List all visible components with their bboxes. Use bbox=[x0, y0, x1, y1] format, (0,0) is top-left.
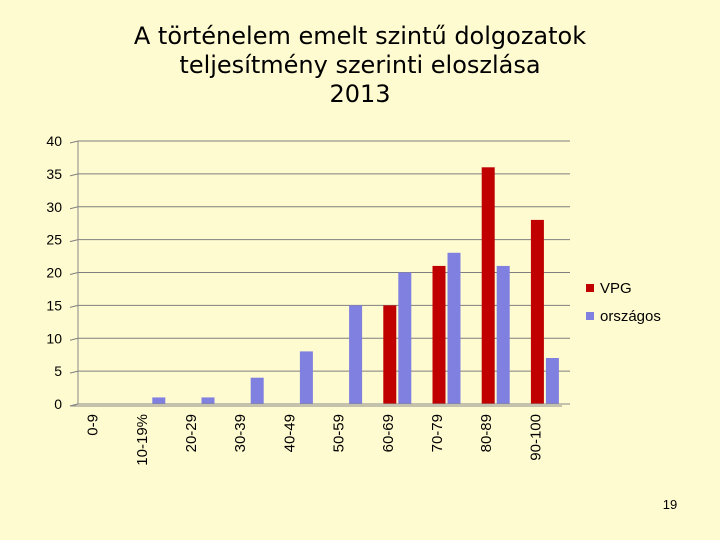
axes bbox=[69, 141, 570, 407]
gridlines bbox=[69, 140, 570, 407]
bar-orszagos bbox=[250, 377, 264, 404]
bar-vpg bbox=[481, 167, 495, 404]
gridline-side bbox=[69, 239, 79, 243]
x-tick-label: 0-9 bbox=[85, 414, 102, 436]
legend-label: országos bbox=[600, 308, 661, 325]
y-tick-label: 30 bbox=[46, 199, 62, 215]
x-tick-label: 70-79 bbox=[429, 414, 446, 452]
y-tick-label: 15 bbox=[46, 297, 62, 313]
bar-orszagos bbox=[299, 351, 313, 404]
bar-orszagos bbox=[496, 265, 510, 404]
title-line-2: teljesítmény szerinti eloszlása bbox=[179, 51, 541, 79]
legend-swatch bbox=[586, 312, 594, 320]
bar-orszagos bbox=[398, 272, 412, 404]
x-tick-label: 30-39 bbox=[232, 414, 249, 452]
title-line-1: A történelem emelt szintű dolgozatok bbox=[133, 22, 587, 50]
tick-labels: 0 5 10 15 20 25 30 35 40 0-9 10-19% 20-29 30-39 40-49… bbox=[46, 133, 544, 466]
legend: VPG országos bbox=[586, 280, 661, 325]
y-tick-label: 5 bbox=[54, 363, 62, 379]
title-line-3: 2013 bbox=[329, 80, 391, 108]
bar-orszagos bbox=[447, 252, 461, 404]
chart-title: A történelem emelt szintű dolgozatok tel… bbox=[60, 22, 660, 109]
y-tick-label: 10 bbox=[46, 330, 62, 346]
x-tick-label: 40-49 bbox=[281, 414, 298, 452]
gridline-side bbox=[69, 304, 79, 308]
y-tick-label: 25 bbox=[46, 232, 62, 248]
bar-orszagos bbox=[201, 397, 215, 404]
page-number: 19 bbox=[662, 497, 678, 512]
x-tick-label: 60-69 bbox=[380, 414, 397, 452]
x-tick-label: 20-29 bbox=[183, 414, 200, 452]
y-tick-label: 20 bbox=[46, 265, 62, 281]
bar-orszagos bbox=[349, 305, 363, 404]
bar-vpg bbox=[383, 305, 397, 404]
x-tick-label: 50-59 bbox=[331, 414, 348, 452]
gridline-side bbox=[69, 206, 79, 210]
gridline-side bbox=[69, 337, 79, 341]
x-tick-label: 80-89 bbox=[478, 414, 495, 452]
bar-orszagos bbox=[152, 397, 166, 404]
floor-corner bbox=[69, 403, 79, 407]
gridline-side bbox=[69, 140, 79, 144]
bars bbox=[152, 167, 559, 404]
gridline-side bbox=[69, 272, 79, 275]
legend-label: VPG bbox=[600, 280, 632, 297]
bar-vpg bbox=[530, 219, 544, 404]
legend-swatch bbox=[586, 284, 594, 292]
bar-vpg bbox=[432, 265, 446, 404]
y-tick-label: 0 bbox=[54, 396, 62, 412]
y-tick-label: 40 bbox=[46, 133, 62, 149]
gridline-side bbox=[69, 370, 79, 374]
y-tick-label: 35 bbox=[46, 166, 62, 182]
x-tick-label: 90-100 bbox=[527, 414, 544, 461]
gridline-side bbox=[69, 173, 79, 177]
bar-orszagos bbox=[545, 357, 559, 404]
x-tick-label: 10-19% bbox=[134, 414, 151, 466]
